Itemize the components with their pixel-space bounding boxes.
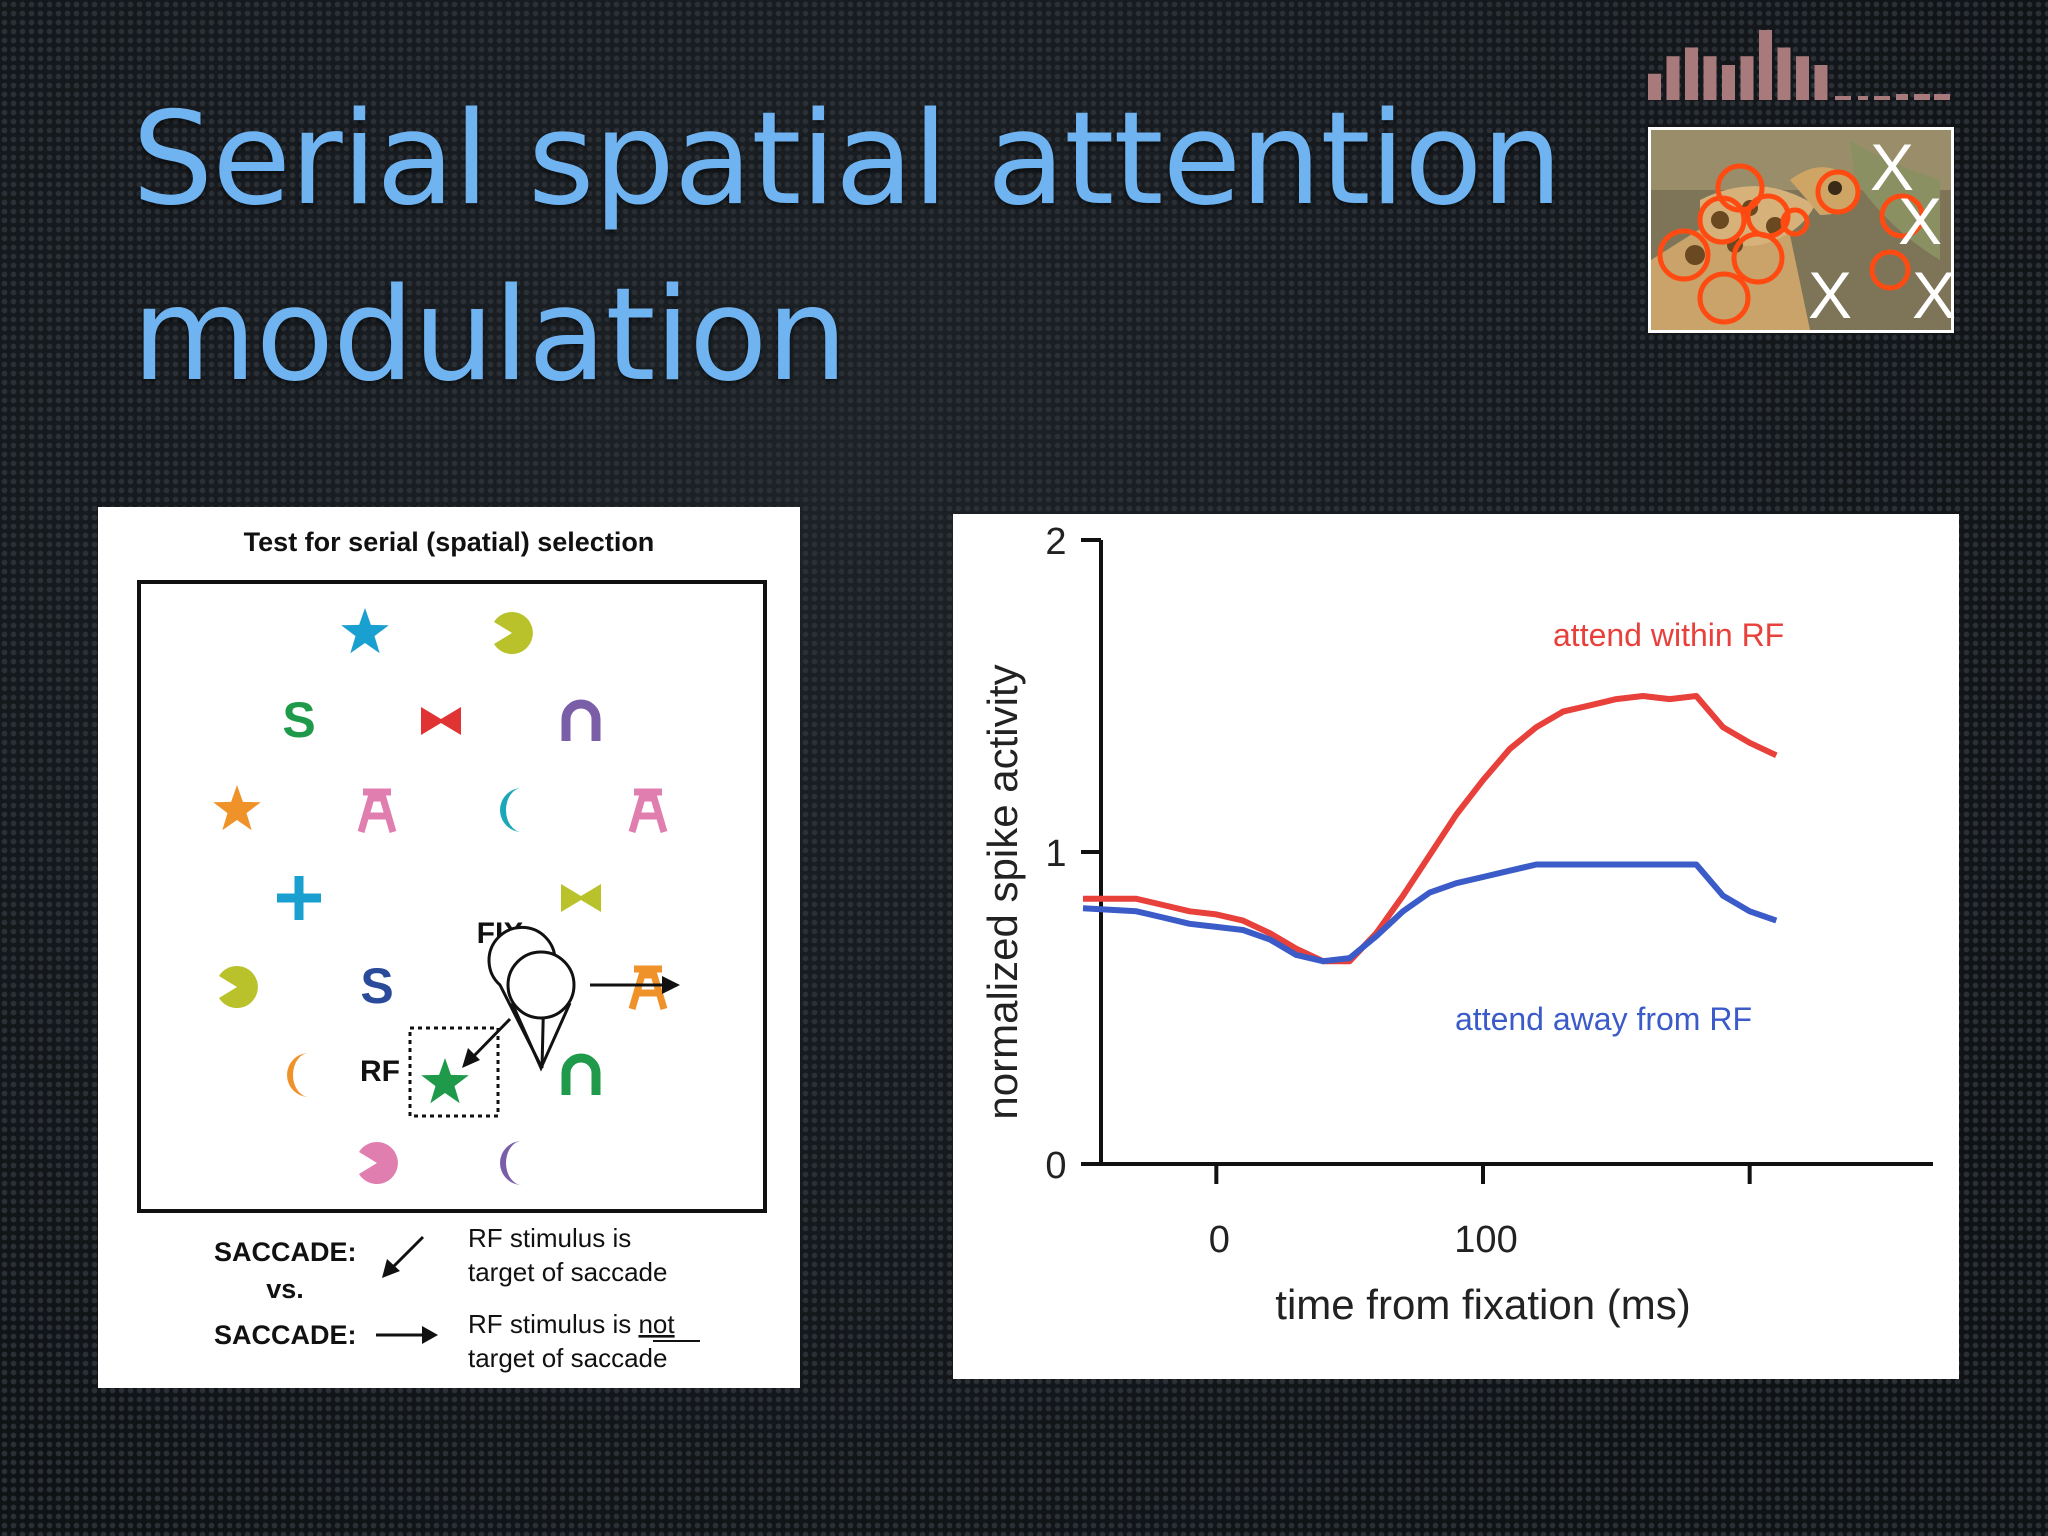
chart-axes: 0 1 2 0 100: [1045, 521, 1933, 1261]
legend-rf-target-line-2: target of saccade: [468, 1257, 667, 1287]
legend-rf-not-line-1: RF stimulus is not: [468, 1309, 675, 1339]
stimulus-crescent: [500, 788, 522, 832]
slide-title: Serial spatial attention modulation: [132, 72, 1563, 424]
y-tick-label: 1: [1045, 833, 1066, 875]
series-line-attend-within: [1083, 693, 1778, 965]
svg-text:S: S: [282, 692, 315, 748]
paradigm-title: Test for serial (spatial) selection: [244, 527, 655, 557]
saccade-arrowhead-diagonal: [462, 1048, 480, 1068]
stimulus-bowtie: [561, 884, 601, 912]
stimulus-pacman: [359, 1142, 398, 1184]
legend-rf-not-line-2: target of saccade: [468, 1343, 667, 1373]
histogram-bar: [1685, 47, 1698, 100]
annotation-attend-within: attend within RF: [1553, 617, 1784, 653]
histogram-bar: [1740, 56, 1754, 100]
stimulus-plus: [277, 876, 321, 920]
legend-saccade-label-1: SACCADE:: [214, 1237, 357, 1267]
histogram-bar: [1796, 56, 1809, 100]
stimulus-arch: [561, 699, 601, 741]
x-marker: X: [1870, 130, 1914, 204]
stimulus-letter-s: S: [360, 958, 393, 1014]
saccade-arrow-diagonal: [468, 1017, 512, 1062]
stimulus-letter-s: S: [282, 692, 315, 748]
fixation-pin-tail: [510, 1002, 572, 1072]
saccade-arrowhead-right: [662, 976, 680, 994]
stimulus-crescent: [500, 1141, 522, 1185]
fixation-pin-head: [506, 950, 576, 1020]
stimulus-a-shape: [628, 965, 668, 1010]
slide-title-line-1: Serial spatial attention: [132, 85, 1563, 234]
histogram-tail: [1835, 94, 1950, 100]
chart-panel: 0 1 2 0 100 normalized spike activity time f…: [953, 514, 1959, 1379]
stimulus-frame: [137, 580, 767, 1213]
paradigm-svg: Test for serial (spatial) selection SS F…: [137, 527, 767, 1373]
legend-rf-target-line-1: RF stimulus is: [468, 1223, 631, 1253]
svg-text:S: S: [360, 958, 393, 1014]
y-tick-label: 0: [1045, 1145, 1066, 1187]
stimulus-pacman: [219, 966, 258, 1008]
x-marker: X: [1912, 258, 1956, 332]
histogram-bar: [1722, 65, 1735, 100]
x-tick-label: 0: [1209, 1219, 1230, 1261]
histogram-bar: [1814, 65, 1828, 100]
histogram-bar: [1777, 47, 1791, 100]
rf-label: RF: [360, 1055, 400, 1088]
chart-series: [1082, 693, 1778, 965]
y-axis-label: normalized spike activity: [979, 664, 1026, 1119]
stimulus-a-shape: [628, 788, 668, 833]
x-markers: X X X X: [1808, 130, 1956, 332]
histogram-bar: [1759, 30, 1772, 100]
fixation-histogram: [1648, 30, 1828, 100]
legend-right-arrowhead: [422, 1326, 438, 1344]
histogram-bar: [1703, 56, 1717, 100]
stimulus-bowtie: [421, 707, 461, 735]
legend-saccade-label-2: SACCADE:: [214, 1320, 357, 1350]
stimulus-a-shape: [357, 788, 397, 833]
fixation-circles: [1657, 163, 1925, 325]
stimulus-pacman: [494, 612, 533, 654]
saccade-legend: SACCADE: vs. SACCADE: RF stimulus is tar…: [214, 1223, 700, 1373]
y-tick-label: 2: [1045, 521, 1066, 563]
histogram-bar: [1666, 56, 1680, 100]
legend-diagonal-arrow: [387, 1235, 425, 1273]
stimulus-array: SS: [213, 608, 668, 1185]
thumbnail-figure: X X X X: [1640, 30, 1960, 340]
slide-title-line-2: modulation: [132, 261, 848, 410]
legend-rf-not-word: not: [638, 1309, 675, 1339]
stimulus-crescent: [287, 1053, 309, 1097]
legend-rf-not-prefix: RF stimulus is: [468, 1309, 638, 1339]
x-marker: X: [1898, 184, 1942, 258]
thumbnail-svg: X X X X: [1648, 30, 1956, 333]
stimulus-arch: [561, 1053, 601, 1095]
histogram-bar: [1648, 73, 1661, 100]
x-marker: X: [1808, 258, 1852, 332]
stimulus-star: [213, 785, 261, 831]
series-line-attend-away: [1082, 861, 1778, 965]
x-axis-label: time from fixation (ms): [1275, 1281, 1690, 1328]
legend-vs-label: vs.: [266, 1274, 304, 1304]
stimulus-star: [341, 608, 389, 654]
annotation-attend-away: attend away from RF: [1455, 1001, 1752, 1037]
spike-activity-chart: 0 1 2 0 100 normalized spike activity time f…: [979, 521, 1933, 1328]
stimulus-star: [421, 1058, 469, 1104]
legend-diagonal-arrowhead: [382, 1259, 400, 1278]
x-tick-label: 100: [1454, 1219, 1517, 1261]
rf-box: [408, 1026, 500, 1118]
